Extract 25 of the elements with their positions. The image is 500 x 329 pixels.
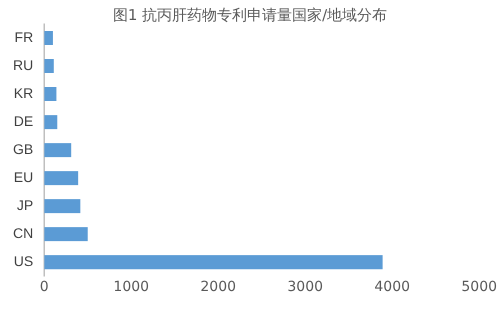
bar [44, 115, 58, 130]
y-tick-label: KR [14, 84, 34, 101]
chart-title: 图1 抗丙肝药物专利申请量国家/地域分布 [112, 6, 388, 25]
x-tick-label: 0 [40, 279, 49, 296]
y-tick-label: DE [14, 112, 34, 129]
y-tick-label: US [14, 253, 34, 270]
bar [44, 143, 72, 158]
x-tick-label: 5000 [461, 279, 498, 296]
y-tick-label: FR [14, 28, 34, 45]
bar [44, 255, 383, 270]
x-tick-label: 4000 [374, 279, 410, 296]
x-tick-label: 1000 [113, 279, 150, 296]
x-tick-label: 3000 [287, 279, 324, 296]
bar [44, 87, 56, 102]
bar [44, 31, 53, 46]
y-tick-label: GB [12, 140, 34, 157]
y-tick-label: JP [16, 197, 34, 214]
y-tick-label: RU [12, 56, 34, 73]
y-tick-label: EU [14, 168, 34, 185]
bar [44, 59, 54, 74]
bar [44, 227, 88, 242]
bar [44, 171, 78, 186]
x-tick-label: 2000 [200, 279, 236, 296]
bar [44, 199, 80, 214]
y-tick-label: CN [12, 225, 34, 242]
